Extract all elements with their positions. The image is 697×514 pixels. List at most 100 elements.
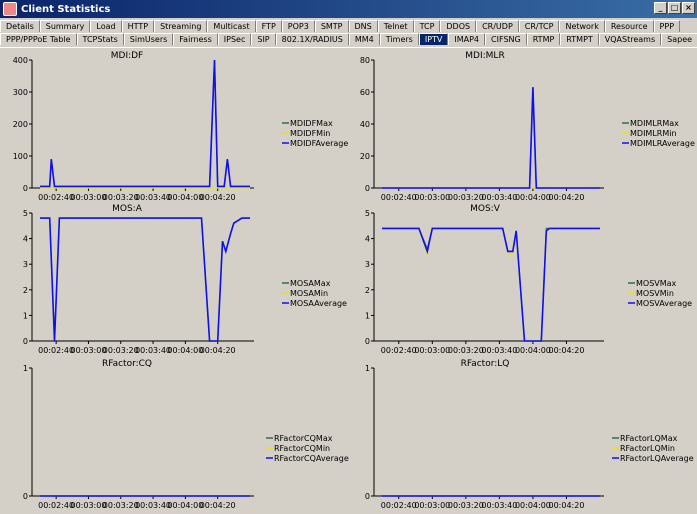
series-line-mdidfmax [40, 59, 250, 187]
x-tick-label: 00:03:20 [103, 501, 139, 510]
x-tick-label: 00:03:40 [481, 193, 517, 202]
chart-title: RFactor:CQ [102, 359, 152, 369]
tab-streaming[interactable]: Streaming [154, 20, 208, 32]
charts-canvas: MDI:DF010020030040000:02:4000:03:0000:03… [13, 51, 695, 510]
tab-fairness[interactable]: Fairness [173, 33, 218, 45]
tab-cifsng[interactable]: CIFSNG [485, 33, 527, 45]
tab-simusers[interactable]: SimUsers [123, 33, 174, 45]
x-tick-label: 00:03:00 [70, 193, 106, 202]
chart-title: RFactor:LQ [461, 359, 510, 369]
tab-load[interactable]: Load [90, 20, 122, 32]
tab-cr-tcp[interactable]: CR/TCP [518, 20, 560, 32]
maximize-button[interactable]: □ [668, 2, 681, 14]
minimize-button[interactable]: _ [654, 2, 667, 14]
x-tick-label: 00:02:40 [38, 501, 74, 510]
window-titlebar: Client Statistics _ □ × [0, 0, 697, 18]
y-tick-label: 5 [23, 209, 28, 218]
legend-label: RFactorLQMax [620, 434, 678, 443]
y-tick-label: 40 [360, 120, 370, 129]
y-tick-label: 1 [365, 364, 370, 373]
tab-mm4[interactable]: MM4 [348, 33, 380, 45]
tab-details[interactable]: Details [0, 20, 40, 32]
x-tick-label: 00:04:00 [515, 501, 551, 510]
tab-imap4[interactable]: IMAP4 [448, 33, 486, 45]
x-tick-label: 00:03:40 [135, 193, 171, 202]
tab-ipsec[interactable]: IPSec [217, 33, 252, 45]
x-tick-label: 00:03:20 [103, 346, 139, 355]
tab-timers[interactable]: Timers [379, 33, 419, 45]
x-tick-label: 00:03:20 [448, 193, 484, 202]
tab-multicast[interactable]: Multicast [207, 20, 256, 32]
legend-label: MOSAMin [290, 289, 328, 298]
y-tick-label: 0 [23, 492, 28, 501]
y-tick-label: 0 [23, 184, 28, 193]
y-tick-label: 3 [365, 260, 370, 269]
tab-ftp[interactable]: FTP [255, 20, 282, 32]
y-tick-label: 400 [13, 56, 28, 65]
y-tick-label: 3 [23, 260, 28, 269]
series-line-mosvaverage [382, 227, 600, 342]
x-tick-label: 00:04:00 [515, 193, 551, 202]
tab-iptv[interactable]: IPTV [418, 33, 449, 45]
y-tick-label: 4 [365, 235, 370, 244]
y-tick-label: 2 [23, 286, 28, 295]
y-tick-label: 80 [360, 56, 370, 65]
series-line-mosvmin [382, 227, 600, 342]
legend-label: RFactorCQMax [274, 434, 333, 443]
tab-rtmpt[interactable]: RTMPT [560, 33, 599, 45]
x-tick-label: 00:04:00 [515, 346, 551, 355]
x-tick-label: 00:04:00 [167, 346, 203, 355]
legend-label: MOSVMin [636, 289, 674, 298]
charts-panel: MDI:DF 0 100 200 300 400 00:02:40 00:03:00 00:03… [0, 47, 697, 510]
legend-label: MOSAMax [290, 279, 331, 288]
tab-row-2: PPP/PPPoE Table TCPStats SimUsers Fairness I… [0, 33, 697, 46]
tab-telnet[interactable]: Telnet [377, 20, 414, 32]
tab-vqastreams[interactable]: VQAStreams [598, 33, 662, 45]
x-tick-label: 00:03:00 [414, 193, 450, 202]
x-tick-label: 00:03:40 [481, 346, 517, 355]
tab-sapee[interactable]: Sapee [661, 33, 697, 45]
window-title: Client Statistics [21, 3, 111, 15]
tab-ppp[interactable]: PPP [653, 20, 681, 32]
y-tick-label: 0 [365, 184, 370, 193]
legend-label: RFactorCQAverage [274, 454, 349, 463]
series-line-mosaaverage [40, 217, 250, 342]
chart-rfactor-lq: RFactor:LQ0100:02:4000:03:0000:03:2000:0… [365, 359, 694, 510]
chart-title: MDI:DF [111, 51, 144, 61]
tab-pop3[interactable]: POP3 [281, 20, 315, 32]
tab-network[interactable]: Network [559, 20, 605, 32]
x-tick-label: 00:03:40 [481, 501, 517, 510]
tab-cr-udp[interactable]: CR/UDP [476, 20, 519, 32]
y-tick-label: 0 [23, 337, 28, 346]
tab-tcp[interactable]: TCP [413, 20, 441, 32]
chart-title: MOS:A [112, 204, 143, 214]
tab-802-1x-radius[interactable]: 802.1X/RADIUS [275, 33, 349, 45]
close-button[interactable]: × [682, 2, 695, 14]
x-tick-label: 00:02:40 [381, 346, 417, 355]
tab-tcpstats[interactable]: TCPStats [76, 33, 124, 45]
y-tick-label: 200 [13, 120, 28, 129]
x-tick-label: 00:03:00 [414, 501, 450, 510]
x-tick-label: 00:04:00 [167, 193, 203, 202]
y-tick-label: 0 [365, 492, 370, 501]
chart-mdi-df: MDI:DF010020030040000:02:4000:03:0000:03… [13, 51, 349, 202]
legend-label: RFactorCQMin [274, 444, 330, 453]
tab-smtp[interactable]: SMTP [314, 20, 349, 32]
x-tick-label: 00:04:20 [548, 346, 584, 355]
tab-dns[interactable]: DNS [348, 20, 378, 32]
tab-summary[interactable]: Summary [39, 20, 91, 32]
tab-ppp-pppoe-table[interactable]: PPP/PPPoE Table [0, 33, 77, 45]
y-tick-label: 2 [365, 286, 370, 295]
x-tick-label: 00:03:00 [414, 346, 450, 355]
legend-label: RFactorLQAverage [620, 454, 694, 463]
x-tick-label: 00:02:40 [381, 501, 417, 510]
series-line-mdimlrmax [382, 87, 600, 189]
x-tick-label: 00:02:40 [381, 193, 417, 202]
legend-label: MDIMLRMin [630, 129, 677, 138]
tab-rtmp[interactable]: RTMP [526, 33, 561, 45]
tab-http[interactable]: HTTP [121, 20, 155, 32]
legend-label: MDIMLRMax [630, 119, 679, 128]
tab-sip[interactable]: SIP [251, 33, 276, 45]
tab-resource[interactable]: Resource [604, 20, 654, 32]
tab-ddos[interactable]: DDOS [440, 20, 477, 32]
